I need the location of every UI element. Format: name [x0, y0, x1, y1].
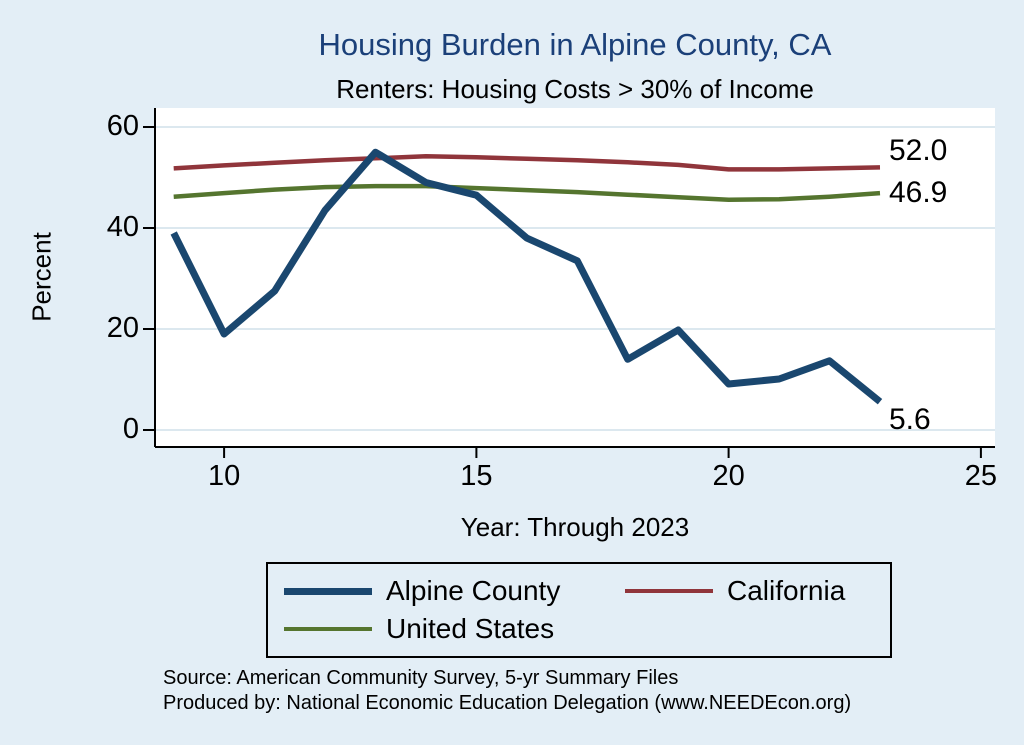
x-axis-title: Year: Through 2023	[460, 512, 690, 542]
end-label-alpine-county: 5.6	[888, 402, 931, 436]
legend-swatch-united-states	[284, 626, 372, 632]
y-axis-title: Percent	[26, 232, 57, 322]
end-label-california: 52.0	[888, 134, 948, 168]
plot-area	[143, 108, 995, 458]
legend-item-alpine-county: Alpine County	[284, 572, 625, 610]
x-tick-label: 10	[207, 460, 241, 492]
chart-title: Housing Burden in Alpine County, CA	[318, 27, 832, 62]
legend-swatch-california	[625, 588, 713, 594]
end-label-united-states: 46.9	[888, 176, 948, 210]
series-line-united-states	[173, 183, 881, 202]
legend-label-alpine-county: Alpine County	[386, 575, 561, 606]
legend-row: Alpine County California	[284, 572, 874, 610]
source-line: Source: American Community Survey, 5-yr …	[163, 667, 679, 689]
y-tick-label: 60	[106, 110, 139, 143]
legend: Alpine County California United States	[266, 562, 892, 658]
x-tick-label: 25	[964, 460, 997, 492]
plot-background	[155, 108, 995, 447]
legend-item-california: California	[625, 572, 845, 610]
y-tick-label: 0	[122, 413, 139, 446]
chart-subtitle: Renters: Housing Costs > 30% of Income	[336, 74, 814, 104]
legend-label-united-states: United States	[386, 613, 555, 644]
legend-swatch-alpine-county	[284, 587, 372, 595]
x-tick-label: 15	[460, 460, 493, 492]
producer-line: Produced by: National Economic Education…	[163, 692, 852, 714]
y-tick-label: 40	[106, 211, 139, 244]
series-line-alpine-county	[170, 148, 883, 405]
y-tick-label: 20	[106, 312, 139, 345]
legend-label-california: California	[727, 575, 846, 606]
series-line-california	[173, 154, 881, 172]
x-tick-label: 20	[712, 460, 745, 492]
source-note: Source: American Community Survey, 5-yr …	[163, 666, 851, 716]
legend-row: United States	[284, 610, 874, 648]
legend-item-united-states: United States	[284, 610, 625, 648]
